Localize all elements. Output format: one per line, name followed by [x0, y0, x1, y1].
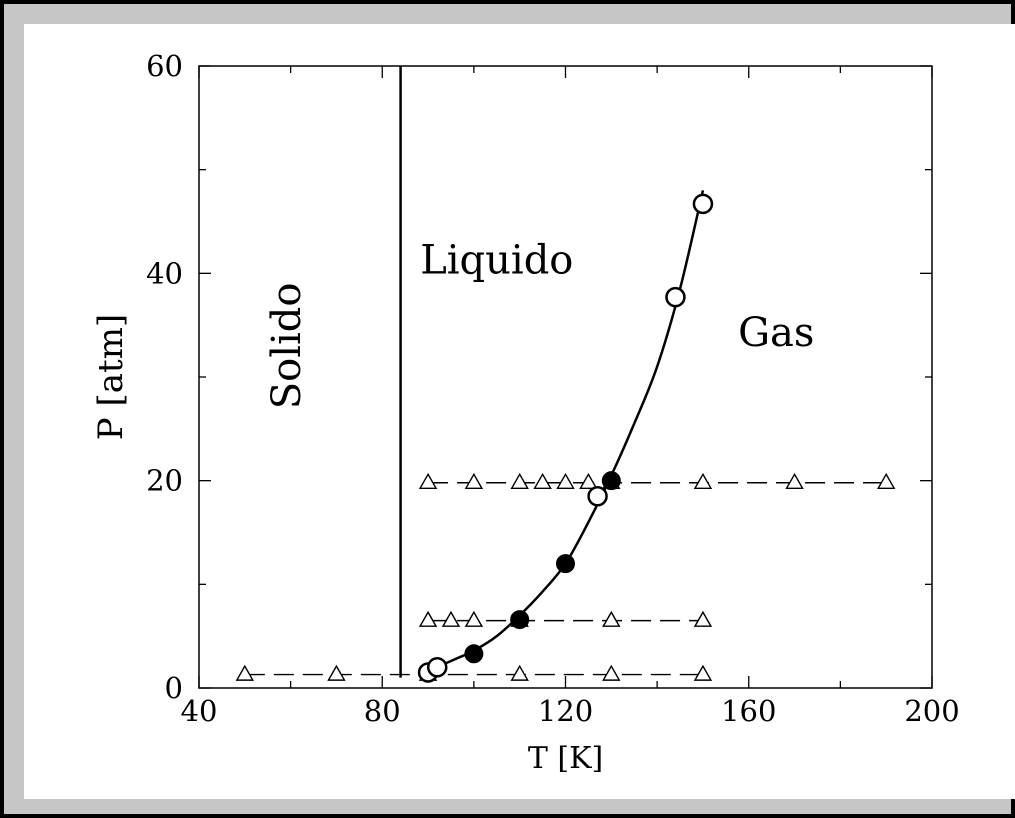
triangle-point: [693, 610, 713, 627]
triangle-point: [441, 610, 461, 627]
x-tick-label: 80: [364, 694, 401, 728]
marks: [235, 193, 896, 683]
x-axis-label: T [K]: [528, 741, 603, 776]
open-circle-point: [426, 657, 448, 678]
x-tick-label: 120: [538, 694, 593, 728]
triangle-point: [602, 610, 621, 627]
x-tick-label: 160: [721, 694, 776, 728]
triangle-point: [510, 664, 529, 681]
filled-circle-point: [556, 554, 575, 574]
triangle-point: [327, 664, 346, 681]
region-label-liquido: Liquido: [420, 237, 573, 283]
y-tick-label: 40: [146, 256, 183, 290]
open-circle-point: [665, 286, 686, 308]
triangle-point: [876, 472, 896, 490]
open-circle-point: [692, 193, 714, 215]
filled-circle-point: [601, 471, 621, 491]
y-axis-label: P [atm]: [91, 314, 131, 440]
triangle-point: [785, 472, 804, 490]
triangle-point: [510, 472, 529, 490]
y-tick-label: 0: [165, 671, 183, 705]
triangle-point: [693, 664, 713, 681]
triangle-point: [418, 472, 438, 490]
filled-circle-point: [510, 610, 530, 630]
phase-diagram-chart: 40 80 120 160 200 0 20 40 60 T [K] P [atm] Solid…: [91, 49, 960, 776]
triangle-point: [602, 664, 621, 681]
triangle-point: [533, 472, 552, 490]
open-circle-point: [587, 485, 608, 507]
triangle-point: [464, 472, 484, 490]
triangle-point: [556, 472, 575, 490]
triangle-point: [418, 610, 438, 627]
triangle-point: [693, 472, 713, 490]
lines: [244, 66, 887, 678]
triangle-point: [464, 610, 484, 627]
triangle-point: [235, 664, 255, 681]
labels: T [K] P [atm] Solido Liquido Gas: [91, 237, 814, 776]
plot-panel: 40 80 120 160 200 0 20 40 60 T [K] P [atm] Solid…: [24, 24, 1015, 799]
region-label-solido: Solido: [264, 283, 310, 410]
region-label-gas: Gas: [738, 310, 814, 356]
filled-circle-point: [464, 644, 484, 664]
y-tick-label: 60: [146, 49, 183, 83]
x-tick-label: 40: [181, 694, 218, 728]
axes: 40 80 120 160 200 0 20 40 60: [146, 49, 960, 728]
x-tick-label: 200: [904, 694, 959, 728]
triangle-point: [579, 472, 598, 490]
y-tick-label: 20: [146, 464, 183, 498]
